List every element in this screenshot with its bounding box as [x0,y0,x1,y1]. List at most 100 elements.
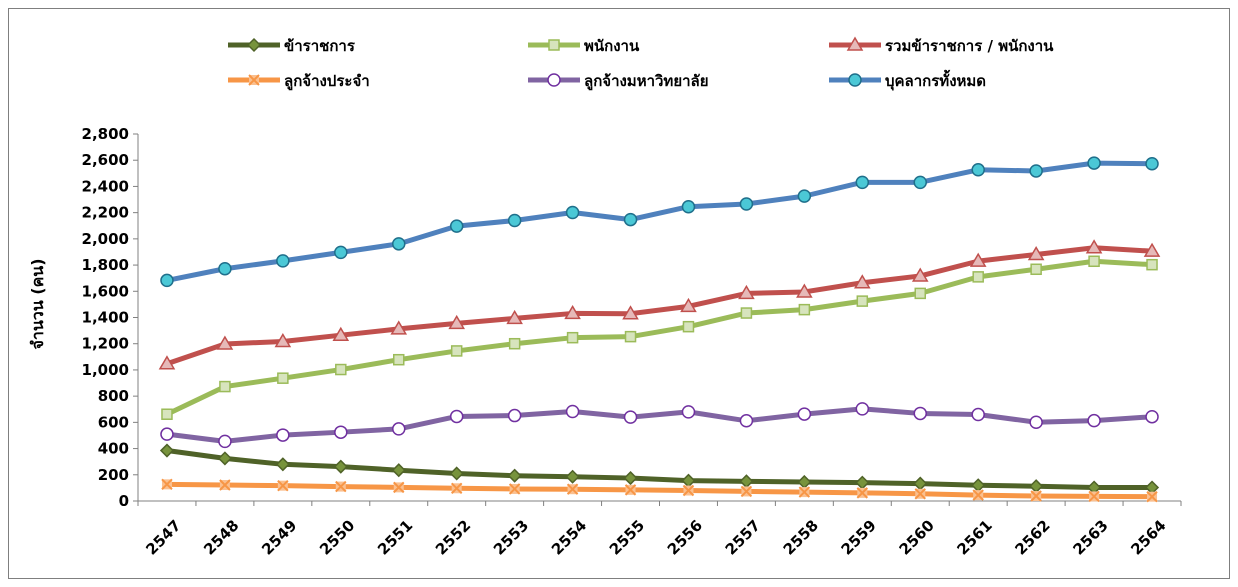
data-point [624,484,637,496]
data-point [1029,479,1044,494]
x-tick-label: 2560 [896,516,938,558]
data-point [797,474,812,490]
data-point [506,309,523,325]
data-point [798,486,811,498]
data-point [682,320,695,333]
data-point [798,303,811,316]
legend-marker [547,73,561,87]
data-point [274,332,292,348]
data-point [391,463,406,478]
series-line [164,481,1155,500]
data-point [449,466,464,481]
legend-label: ข้าราชการ [284,37,356,55]
data-point [913,175,927,190]
data-point [739,197,754,211]
data-point [507,468,522,483]
y-axis: 0 200 400 600 800 1,000 1,200 1,400 1,600 1,800 2,… [82,125,139,510]
legend-label: ลูกจ้างประจำ [284,72,370,91]
data-point [1145,409,1159,424]
data-point [681,473,696,488]
data-point [332,326,350,341]
data-point [564,304,581,320]
data-point [158,355,176,370]
data-point [334,425,348,439]
data-point [335,480,347,493]
data-point [277,372,289,384]
data-point [1088,255,1100,268]
legend-marker [846,36,864,51]
data-point [393,353,405,366]
data-point [1029,164,1043,178]
y-tick-label: 1,800 [82,256,129,274]
legend-marker [246,37,262,53]
data-point [450,345,463,357]
data-point [449,219,464,233]
data-point [1143,242,1161,257]
legend-item: ลูกจ้างมหาวิทยาลัย [528,72,709,91]
data-point [623,212,638,227]
chart-frame: ข้าราชการ พนักงาน รวมข้าราชการ / พนักงานลู… [8,8,1230,579]
data-point [1030,263,1042,276]
data-point [972,489,984,501]
data-point [160,273,174,288]
data-point [566,483,579,495]
data-point [971,163,985,177]
data-point [333,459,348,474]
data-point [1088,490,1100,503]
y-axis-title: จำนวน (คน) [28,258,47,349]
data-point [914,287,926,300]
data-point [1029,415,1043,429]
series-4 [161,478,1158,503]
data-point [1030,490,1042,502]
legend-label: รวมข้าราชการ / พนักงาน [885,37,1054,55]
data-point [1087,156,1101,170]
data-point [740,307,753,319]
data-point [392,237,406,251]
data-point [218,434,232,449]
data-point [335,363,347,376]
x-tick-label: 2554 [548,516,590,558]
y-tick-label: 800 [98,387,129,405]
data-point [1146,258,1158,271]
x-tick-label: 2553 [490,516,532,558]
legend-item: พนักงาน [528,37,640,55]
data-point [218,261,232,276]
series-line [164,406,1155,444]
x-tick-label: 2563 [1069,516,1111,558]
data-point [680,297,697,313]
x-tick-label: 2561 [954,516,996,558]
x-tick-label: 2547 [142,516,184,558]
data-point [911,267,929,282]
x-tick-label: 2564 [1127,516,1169,558]
data-point [216,335,234,350]
y-tick-label: 1,600 [82,282,129,300]
data-point [797,189,812,203]
x-tick-label: 2559 [838,516,880,558]
data-point [797,407,812,421]
y-tick-label: 1,000 [82,361,129,379]
data-point [276,428,290,442]
data-point [565,205,580,220]
line-chart: ข้าราชการ พนักงาน รวมข้าราชการ / พนักงานลู… [28,36,1182,559]
data-point [856,295,869,307]
data-point [913,406,927,421]
x-tick-label: 2549 [258,516,300,558]
data-point [565,404,580,419]
data-point [738,284,755,300]
data-point [449,409,464,424]
data-point [161,478,173,491]
data-point [1145,157,1159,171]
data-point [160,427,174,441]
data-point [682,484,695,497]
data-point [507,213,522,228]
data-point [855,402,870,416]
series-1 [159,443,1160,495]
series-line [164,448,1155,490]
data-point [855,475,870,490]
y-tick-label: 0 [119,492,129,510]
data-point [1087,413,1101,428]
data-point [393,481,405,494]
legend-label: พนักงาน [584,37,640,55]
data-point [276,254,290,268]
data-point [623,410,638,424]
